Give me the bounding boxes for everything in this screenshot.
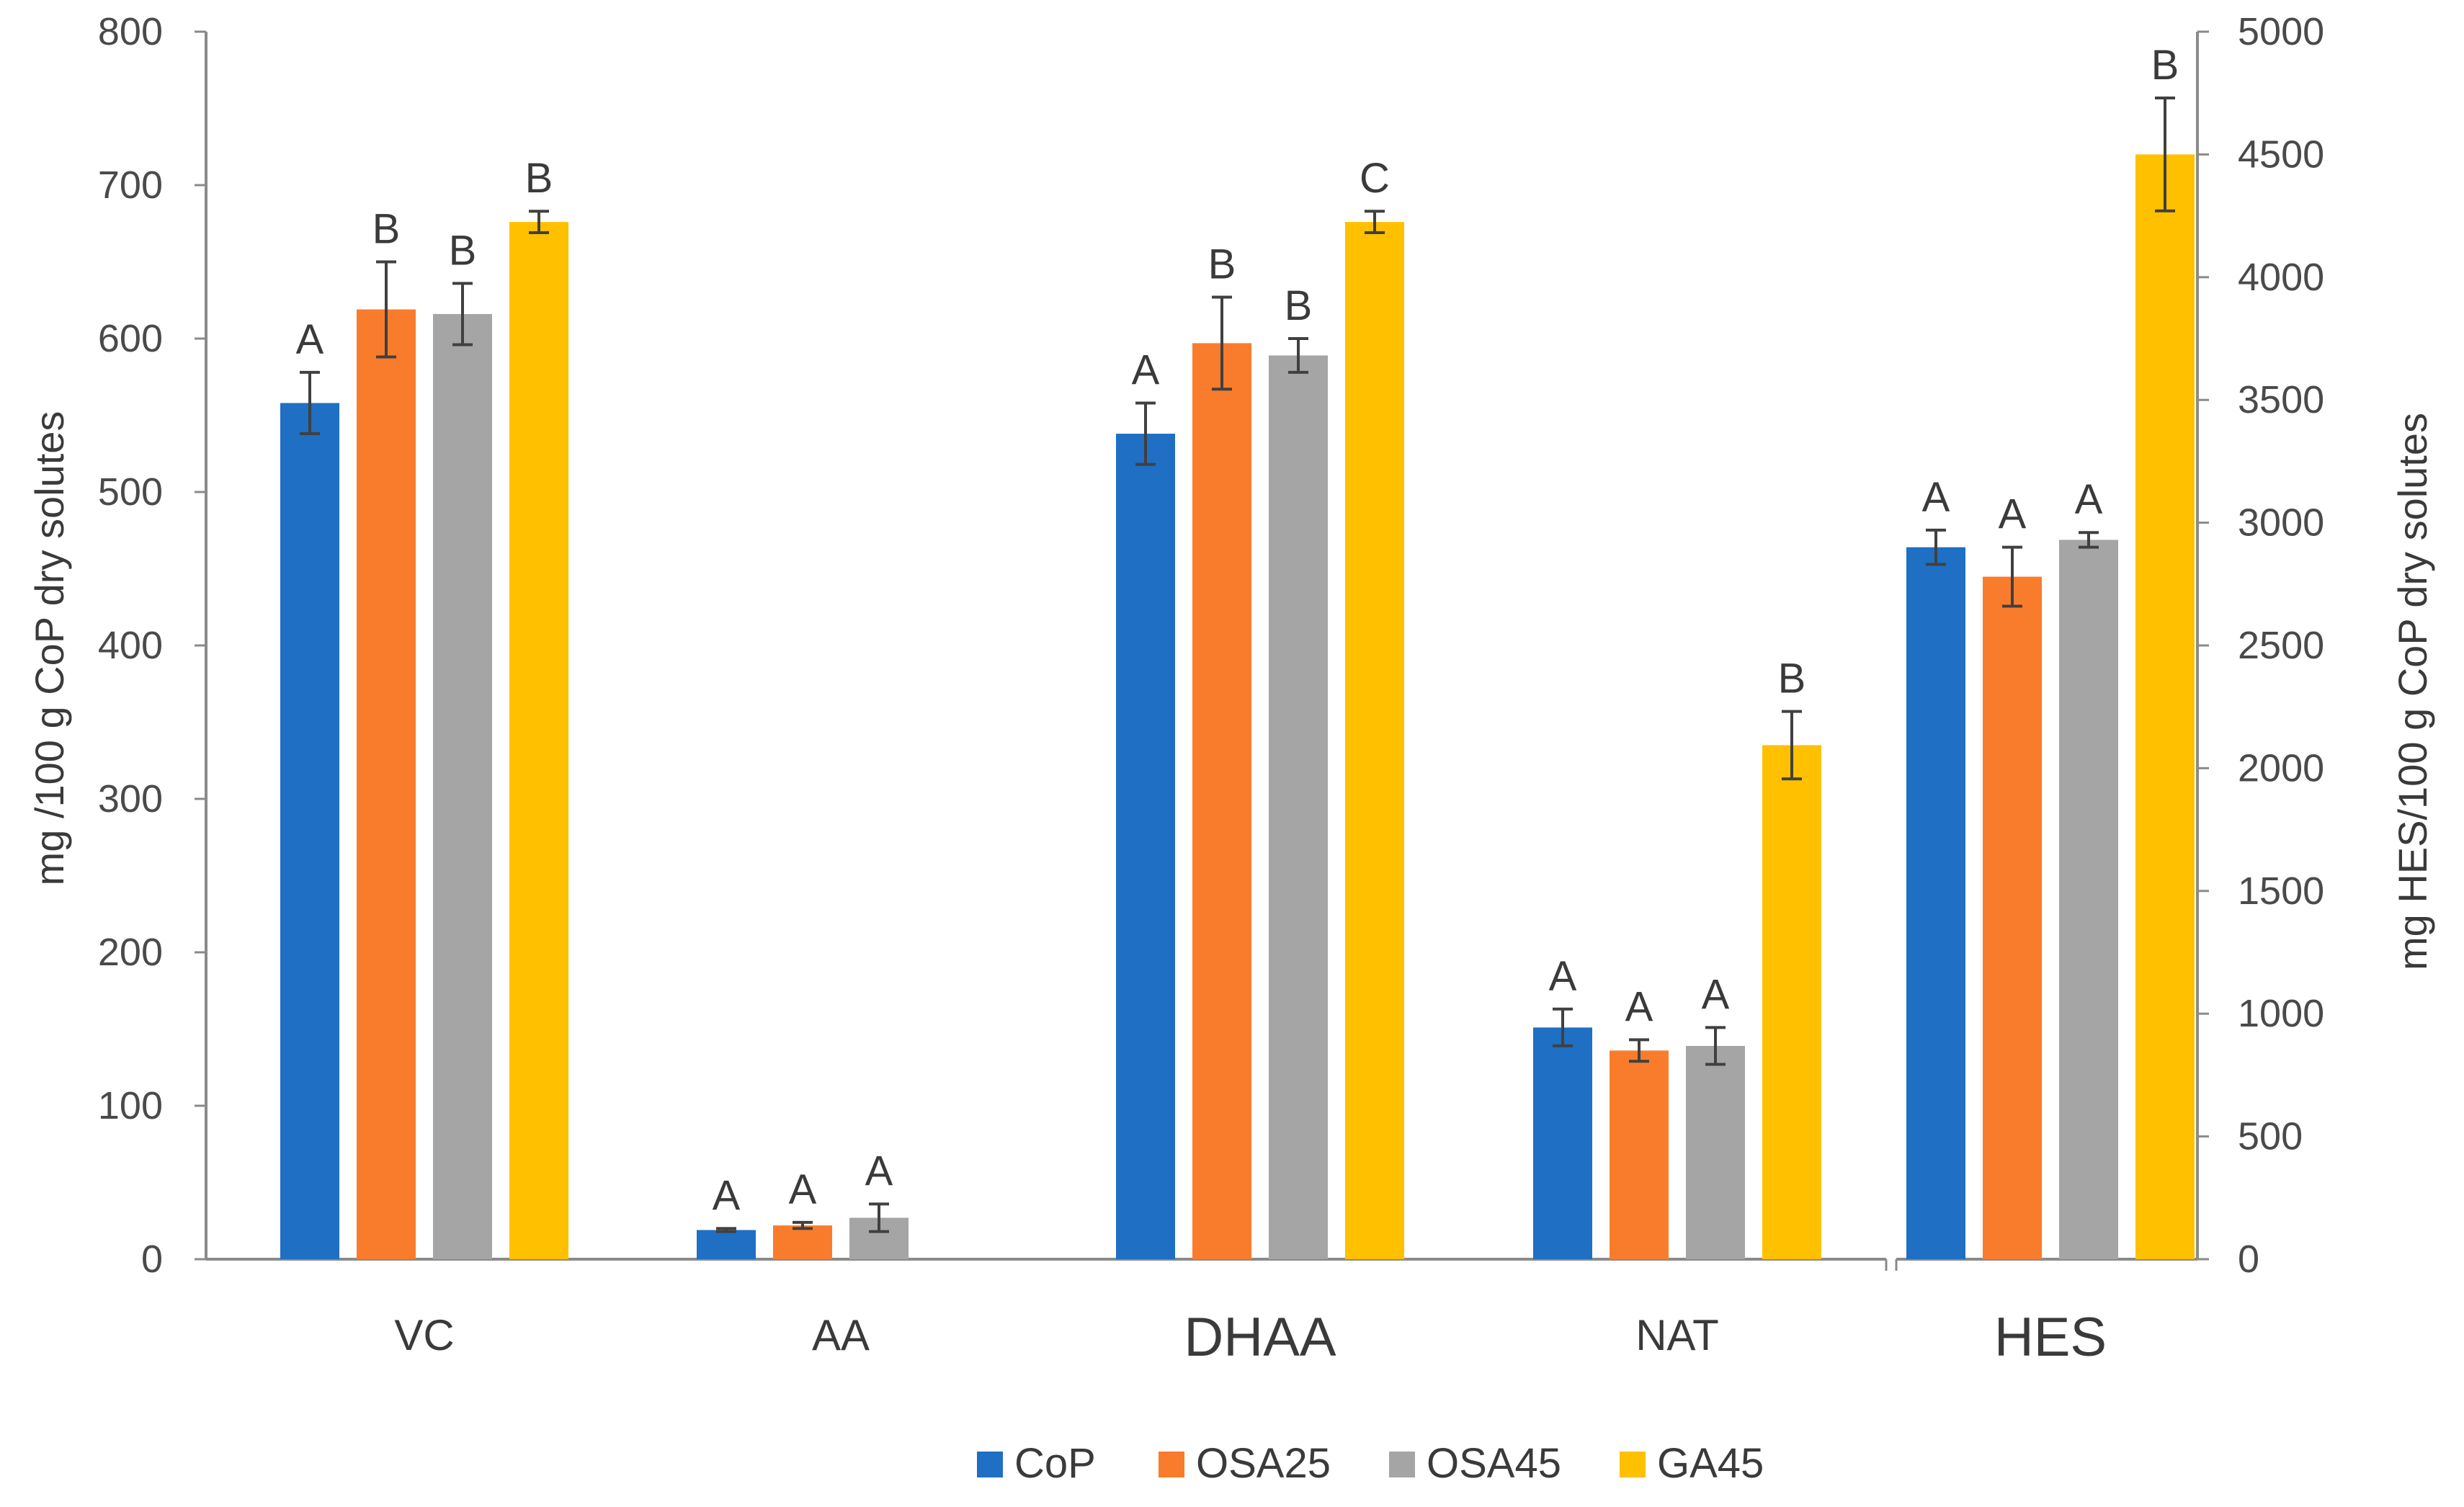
x-category-label: DHAA (1184, 1307, 1336, 1368)
significance-letter: A (865, 1148, 893, 1194)
significance-letter: B (1285, 282, 1313, 329)
bar-osa45-dhaa (1269, 355, 1328, 1260)
bar-osa25-nat (1610, 1050, 1669, 1259)
significance-letter: C (1360, 155, 1390, 202)
y-right-tick-label: 500 (2238, 1115, 2303, 1158)
x-category-label: HES (1994, 1307, 2107, 1368)
bar-cop-aa (697, 1230, 756, 1259)
y-right-tick-label: 1500 (2238, 869, 2324, 913)
legend-swatch-osa25 (1159, 1452, 1184, 1477)
bar-osa25-vc (357, 309, 416, 1259)
significance-letter: A (1549, 953, 1577, 1000)
y-right-tick-label: 5000 (2238, 10, 2324, 53)
y-right-tick-label: 2500 (2238, 624, 2324, 667)
significance-letter: A (1922, 474, 1950, 521)
legend-swatch-osa45 (1389, 1452, 1415, 1477)
bar-ga45-dhaa (1345, 222, 1404, 1259)
x-category-label: NAT (1635, 1311, 1719, 1359)
y-left-tick-label: 0 (141, 1238, 163, 1281)
y-right-tick-label: 3000 (2238, 501, 2324, 545)
significance-letter: B (1778, 656, 1806, 702)
significance-letter: A (789, 1166, 817, 1213)
x-category-label: VC (394, 1311, 454, 1359)
bar-osa25-dhaa (1192, 343, 1251, 1259)
bar-ga45-hes (2135, 154, 2195, 1259)
y-right-tick-label: 2000 (2238, 746, 2324, 790)
legend-label-cop: CoP (1014, 1440, 1096, 1487)
legend-label-ga45: GA45 (1657, 1440, 1764, 1487)
bar-ga45-vc (509, 222, 568, 1259)
bar-cop-vc (280, 403, 339, 1260)
legend-swatch-cop (977, 1452, 1003, 1477)
significance-letter: A (713, 1172, 741, 1219)
y-left-tick-label: 500 (98, 470, 163, 514)
significance-letter: B (525, 155, 553, 202)
significance-letter: A (1132, 346, 1160, 393)
significance-letter: B (1208, 241, 1236, 287)
bar-osa45-nat (1686, 1045, 1745, 1259)
bar-cop-nat (1533, 1027, 1592, 1259)
significance-letter: A (1702, 971, 1730, 1018)
y-left-tick-label: 200 (98, 931, 163, 974)
y-right-tick-label: 3500 (2238, 378, 2324, 421)
significance-letter: B (2151, 42, 2179, 89)
bar-osa25-hes (1983, 576, 2042, 1259)
legend-swatch-ga45 (1620, 1452, 1646, 1477)
significance-letter: A (1625, 983, 1653, 1030)
y-right-tick-label: 1000 (2238, 992, 2324, 1035)
bars-layer (280, 97, 2195, 1260)
bar-ga45-nat (1762, 745, 1821, 1259)
y-right-tick-label: 0 (2238, 1238, 2259, 1281)
significance-letter: B (449, 227, 477, 274)
bar-osa25-aa (773, 1225, 832, 1259)
significance-letter: A (1999, 491, 2027, 538)
y-left-tick-label: 600 (98, 317, 163, 360)
significance-letter: B (372, 206, 401, 253)
y-left-tick-label: 300 (98, 777, 163, 820)
y-left-tick-label: 700 (98, 164, 163, 207)
bar-cop-dhaa (1116, 434, 1175, 1259)
x-category-label: AA (812, 1311, 870, 1359)
y-left-tick-label: 800 (98, 10, 163, 53)
significance-letter: A (296, 316, 324, 363)
legend: CoP OSA25 OSA45 GA45 (977, 1440, 1764, 1487)
y-right-tick-label: 4000 (2238, 256, 2324, 299)
bar-osa45-hes (2059, 540, 2118, 1259)
significance-letter: A (2075, 476, 2103, 523)
y-axis-left-title: mg /100 g CoP dry solutes (27, 411, 72, 886)
y-left-tick-label: 100 (98, 1084, 163, 1127)
bar-osa45-vc (433, 313, 492, 1259)
legend-label-osa25: OSA25 (1196, 1440, 1331, 1487)
legend-label-osa45: OSA45 (1427, 1440, 1561, 1487)
y-axis-right-title: mg HES/100 g CoP dry solutes (2390, 413, 2435, 970)
y-left-tick-label: 400 (98, 624, 163, 667)
y-right-tick-label: 4500 (2238, 133, 2324, 176)
axes-layer: 0 100 200 300 400 500 600 700 800 0 500 1000 1500 200… (98, 10, 2324, 1281)
bar-cop-hes (1906, 547, 1965, 1259)
